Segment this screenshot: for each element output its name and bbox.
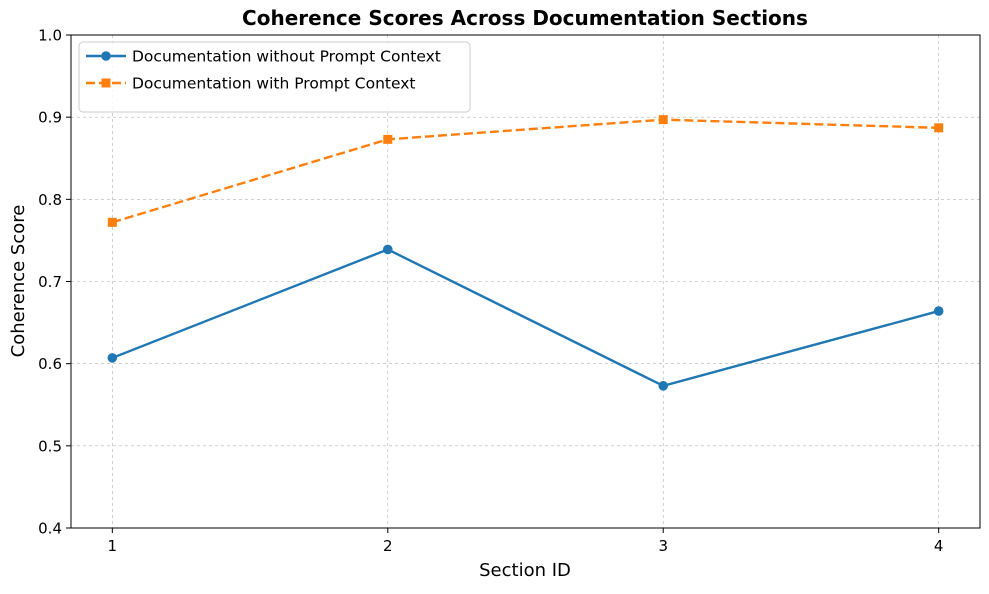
x-tick-label: 3 xyxy=(658,537,668,555)
y-tick-label: 0.6 xyxy=(38,355,62,373)
y-tick-label: 0.8 xyxy=(38,191,62,209)
series-line xyxy=(111,118,939,224)
y-tick-label: 0.5 xyxy=(38,437,62,455)
x-tick-label: 1 xyxy=(108,537,118,555)
data-point xyxy=(658,115,668,125)
x-axis-label: Section ID xyxy=(479,560,571,581)
data-point xyxy=(933,306,944,316)
legend-item: Documentation without Prompt Context xyxy=(86,48,441,66)
data-point xyxy=(383,134,393,144)
legend-label: Documentation without Prompt Context xyxy=(132,48,441,66)
series-layer xyxy=(107,115,944,391)
legend-item: Documentation with Prompt Context xyxy=(86,75,415,93)
y-tick-label: 0.4 xyxy=(38,520,62,538)
y-tick-label: 1.0 xyxy=(38,27,62,45)
y-tick-label: 0.7 xyxy=(38,273,62,291)
legend-marker xyxy=(101,78,111,88)
legend-marker xyxy=(101,51,111,61)
y-tick-label: 0.9 xyxy=(38,109,62,127)
y-axis-label: Coherence Score xyxy=(8,205,29,358)
legend-box xyxy=(78,41,471,113)
series-line xyxy=(111,248,939,388)
data-point xyxy=(107,353,118,363)
legend-label: Documentation with Prompt Context xyxy=(132,75,415,93)
x-tick-label: 4 xyxy=(934,537,944,555)
series-2 xyxy=(107,115,944,227)
data-point xyxy=(658,381,669,391)
x-tick-label: 2 xyxy=(383,537,393,555)
axes: 1 2 3 4 0.4 0.5 0.6 0.7 0.8 0.9 1.0 xyxy=(38,27,981,555)
data-point xyxy=(934,123,944,133)
legend: Documentation without Prompt Context Docu… xyxy=(78,41,471,113)
series-1 xyxy=(107,244,944,391)
data-point xyxy=(107,217,117,227)
chart-title: Coherence Scores Across Documentation Se… xyxy=(242,6,808,30)
data-point xyxy=(382,244,393,255)
